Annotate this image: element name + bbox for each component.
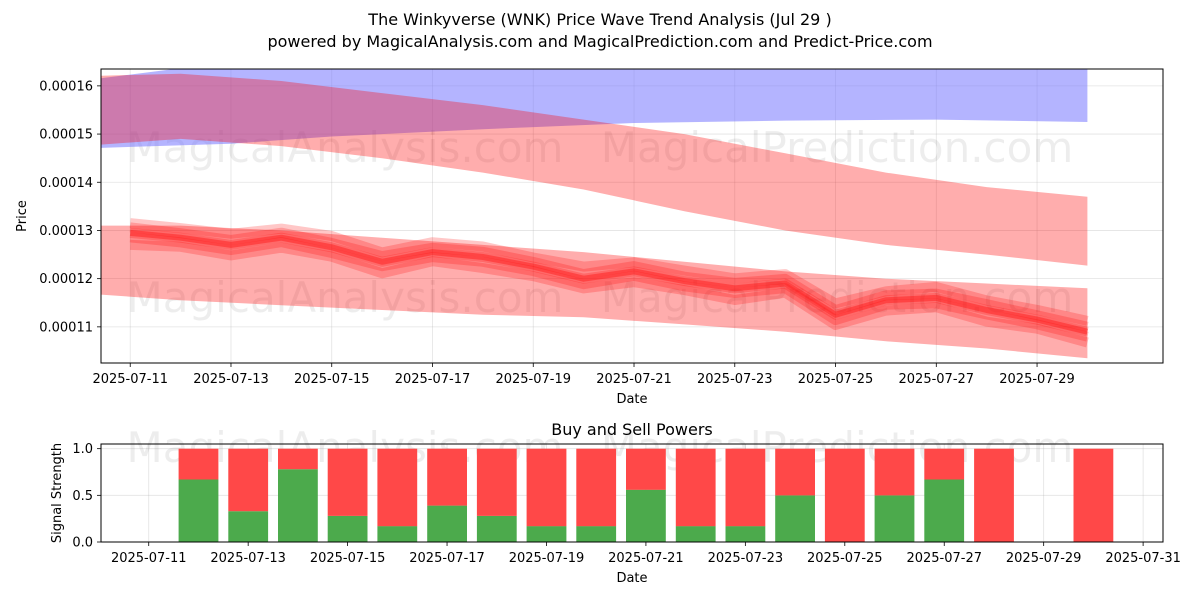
buy-sell-x-tick-label: 2025-07-13 [210,551,286,566]
price-x-tick-label: 2025-07-11 [92,372,168,387]
buy-bar [476,515,517,542]
buy-sell-x-tick-label: 2025-07-27 [906,551,982,566]
buy-sell-title: Buy and Sell Powers [551,420,713,439]
sell-bar [576,448,617,527]
buy-bar [526,526,567,542]
buy-sell-x-ticks: 2025-07-11 2025-07-13 2025-07-15 2025-07-17… [111,542,1181,566]
wave-line-3 [129,222,1089,332]
buy-sell-x-tick-label: 2025-07-29 [1006,551,1082,566]
price-bands [101,69,1088,359]
buy-sell-x-tick-label: 2025-07-15 [310,551,386,566]
sell-bar [476,448,517,516]
buy-sell-plot-frame [100,443,1164,543]
sell-bar [874,448,915,496]
buy-sell-y-tick-label: 0.5 [72,489,93,504]
sell-bar [626,448,666,490]
price-x-tick-label: 2025-07-23 [697,372,773,387]
buy-sell-x-tick-label: 2025-07-31 [1105,551,1181,566]
sell-bar [178,448,219,480]
wave-line-0 [130,239,1089,348]
red-trend-band-1 [101,73,1088,266]
buy-sell-y-axis-label: Signal Strength [50,443,65,543]
price-wave-panel: MagicalAnalysis.com MagicalPrediction.co… [15,68,1164,407]
sell-bar [228,448,269,512]
watermark-analysis-mid: MagicalAnalysis.com [127,273,564,322]
price-x-ticks: 2025-07-11 2025-07-13 2025-07-15 2025-07-17… [92,363,1075,387]
price-y-tick-label: 0.00014 [39,176,93,191]
buy-sell-x-tick-label: 2025-07-19 [509,551,585,566]
figure-title-line2: powered by MagicalAnalysis.com and Magic… [267,32,932,51]
buy-bar [327,515,368,542]
buy-sell-y-tick-label: 0.0 [72,536,93,551]
sell-bar [775,448,815,496]
price-y-tick-label: 0.00015 [39,128,93,143]
watermark-prediction-mid: MagicalPrediction.com [601,273,1074,322]
buy-sell-y-ticks: 0.0 0.5 1.0 [72,442,101,551]
sell-bar [1073,448,1114,542]
price-x-axis-label: Date [616,392,647,407]
sell-bar [924,448,965,480]
price-x-tick-label: 2025-07-29 [999,372,1075,387]
price-x-tick-label: 2025-07-15 [294,372,370,387]
price-y-tick-label: 0.00016 [39,79,93,94]
buy-sell-x-tick-label: 2025-07-21 [608,551,684,566]
buy-bar [775,495,815,542]
price-y-tick-label: 0.00011 [39,320,93,335]
sell-bar [725,448,766,527]
price-wave-lines [129,218,1089,348]
wave-line-2 [129,227,1089,337]
buy-bar [278,469,318,542]
buy-sell-x-tick-label: 2025-07-23 [708,551,784,566]
sell-bar [824,448,865,542]
buy-bar [228,511,269,542]
buy-sell-x-axis-label: Date [616,571,647,586]
sell-bar [377,448,418,527]
price-x-tick-label: 2025-07-25 [798,372,874,387]
red-trend-band-2 [101,225,1088,359]
buy-sell-x-tick-label: 2025-07-11 [111,551,187,566]
price-x-tick-label: 2025-07-19 [495,372,571,387]
wave-line-4 [129,218,1089,326]
buy-sell-x-tick-label: 2025-07-25 [807,551,883,566]
price-y-tick-label: 0.00013 [39,224,93,239]
buy-bar [675,526,716,542]
watermark-prediction-top: MagicalPrediction.com [601,123,1074,172]
buy-bar [576,526,617,542]
price-x-tick-label: 2025-07-27 [899,372,975,387]
figure-title-line1: The Winkyverse (WNK) Price Wave Trend An… [367,10,831,29]
price-x-tick-label: 2025-07-13 [193,372,269,387]
buy-bar [924,479,965,542]
sell-bar [974,448,1014,542]
buy-bar [178,479,219,542]
price-x-tick-label: 2025-07-17 [395,372,471,387]
buy-sell-y-tick-label: 1.0 [72,442,93,457]
price-y-axis-label: Price [15,200,30,232]
buy-bar [874,495,915,542]
price-x-tick-label: 2025-07-21 [596,372,672,387]
sell-bar [278,448,318,470]
sell-bar [526,448,567,527]
buy-sell-panel: Buy and Sell Powers MagicalAnalysis.com … [50,420,1181,586]
buy-bar [377,526,418,542]
price-y-tick-label: 0.00012 [39,272,93,287]
buy-bar [725,526,766,542]
buy-sell-bars [178,448,1114,542]
price-y-ticks: 0.00011 0.00012 0.00013 0.00014 0.00015 0.000… [39,79,101,335]
buy-bar [427,505,467,542]
wave-line-center [129,229,1089,335]
buy-sell-x-tick-label: 2025-07-17 [409,551,485,566]
sell-bar [675,448,716,527]
blue-trend-band-0 [101,69,1088,148]
price-plot-frame [100,68,1164,364]
wave-line-1 [129,232,1089,342]
buy-bar [626,489,666,542]
sell-bar [327,448,368,516]
sell-bar [427,448,467,506]
